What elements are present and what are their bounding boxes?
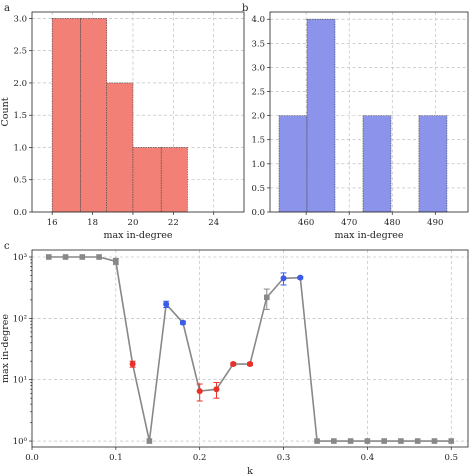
y-tick-label: 0.0 [13,208,27,218]
histogram-bar [160,147,188,213]
y-tick-label: 1.0 [13,143,27,153]
histogram-bar [106,82,134,213]
y-tick-label: 1.0 [251,160,265,170]
y-tick-label: 0.0 [251,208,265,218]
y-tick-label: 10⁰ [13,437,28,447]
x-tick-label: 460 [298,218,314,228]
y-tick-label: 2.0 [13,79,27,89]
data-point [431,438,438,444]
histogram-bar [80,18,108,213]
x-tick-label: 480 [384,218,400,228]
data-point [45,254,52,260]
series-line [48,256,452,442]
data-point [163,301,170,308]
y-tick-label: 2.5 [251,88,265,98]
x-tick-label: 0.4 [361,453,375,463]
data-point [263,294,270,301]
panel-c-line-chart: 0.0 0.1 0.2 0.3 0.4 0.5 10⁰ 10¹ 10² 10³ k max in-de… [0,241,469,476]
y-tick-label: 0.5 [251,184,265,194]
axes-frame [31,249,469,448]
data-point [96,254,102,260]
data-point [331,438,337,444]
x-tick-label: 0.1 [109,453,123,463]
x-tick-label: 490 [427,218,443,228]
data-point [247,361,253,368]
data-point [179,319,186,326]
panel-a-histogram: 16 18 20 22 24 0.0 0.5 1.0 1.5 2.0 2.5 3.0 max in-de… [0,3,245,241]
axes-frame [269,11,469,213]
panel-letter: b [242,3,248,14]
x-axis-label: k [247,466,253,476]
y-tick-label: 2.5 [13,47,27,57]
histogram-bar [306,18,336,213]
y-tick-label: 3.0 [251,63,265,73]
axes-frame [31,11,245,213]
panel-letter: a [4,3,10,14]
data-point [62,254,69,260]
histogram-bar [418,115,448,213]
y-tick-label: 0.5 [13,176,27,186]
data-point [79,254,86,260]
x-tick-label: 0.2 [193,453,207,463]
panel-b-histogram: 460 470 480 490 0.0 0.5 1.0 1.5 2.0 2.5 3.0 3.5 4.0 m… [242,3,469,241]
x-tick-label: 16 [47,218,58,228]
y-tick-label: 2.0 [251,112,265,122]
y-tick-label: 1.5 [13,111,27,121]
y-tick-label: 10³ [13,253,27,263]
data-point [414,438,421,444]
x-tick-label: 0.3 [277,453,291,463]
y-tick-label: 3.0 [13,14,27,24]
histogram-bar [278,115,308,213]
x-tick-label: 24 [208,218,219,228]
data-point [448,438,455,444]
data-point [297,274,304,281]
data-point [146,438,153,444]
y-tick-label: 4.0 [251,15,265,25]
x-tick-label: 0.0 [25,453,39,463]
panel-letter: c [4,241,10,252]
data-point [113,258,119,265]
data-point [213,386,220,393]
x-tick-label: 470 [341,218,357,228]
data-point [347,438,354,444]
x-axis-label: max in-degree [104,230,173,241]
y-tick-label: 10² [13,314,27,324]
data-point [364,438,371,444]
y-axis-label: Count [0,97,11,126]
y-tick-label: 10¹ [13,376,27,386]
histogram-bar [362,115,392,213]
data-point [230,361,237,368]
y-axis-label: max in-degree [0,314,11,383]
y-tick-label: 1.5 [251,136,265,146]
y-tick-label: 3.5 [251,39,265,49]
x-tick-label: 0.5 [444,453,458,463]
histogram-bar [132,147,162,213]
data-point [196,388,203,395]
x-tick-label: 20 [128,218,139,228]
data-point [129,361,136,368]
data-point [381,438,387,444]
x-tick-label: 22 [168,218,179,228]
data-point [398,438,404,444]
data-point [280,275,287,282]
histogram-bar [51,18,81,213]
x-axis-label: max in-degree [335,230,404,241]
x-tick-label: 18 [87,218,98,228]
data-point [314,438,320,444]
